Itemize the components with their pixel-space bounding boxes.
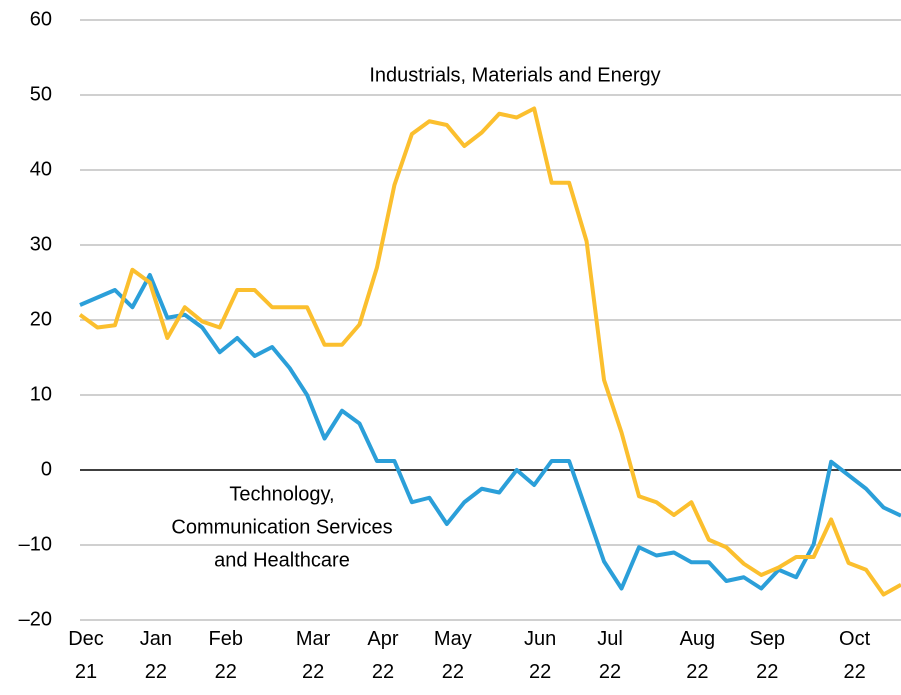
x-tick-label: Jul 22 — [597, 628, 623, 683]
annotation: and Healthcare — [214, 549, 350, 571]
y-tick-label: –10 — [19, 533, 52, 555]
x-tick-label: Sep 22 — [749, 628, 785, 683]
y-tick-label: 30 — [30, 233, 52, 255]
series-line — [78, 106, 901, 597]
annotation: Technology, — [229, 483, 334, 505]
x-tick-label: Aug 22 — [680, 628, 716, 683]
y-tick-label: 0 — [41, 458, 52, 480]
y-tick-label: 50 — [30, 83, 52, 105]
y-tick-label: 40 — [30, 158, 52, 180]
y-tick-label: 10 — [30, 383, 52, 405]
y-tick-label: –20 — [19, 608, 52, 630]
x-tick-label: Jan 22 — [140, 628, 172, 683]
annotation: Industrials, Materials and Energy — [369, 64, 660, 86]
x-tick-label: Oct 22 — [839, 628, 871, 683]
series-line — [79, 273, 901, 591]
y-tick-label: 20 — [30, 308, 52, 330]
x-tick-label: Dec 21 — [68, 628, 104, 683]
y-tick-label: 60 — [30, 8, 52, 30]
x-tick-label: May 22 — [434, 628, 472, 683]
x-tick-label: Mar 22 — [296, 628, 331, 683]
x-tick-label: Apr 22 — [367, 628, 398, 683]
x-tick-label: Feb 22 — [209, 628, 243, 683]
annotation: Communication Services — [171, 516, 392, 538]
x-tick-label: Jun 22 — [524, 628, 556, 683]
